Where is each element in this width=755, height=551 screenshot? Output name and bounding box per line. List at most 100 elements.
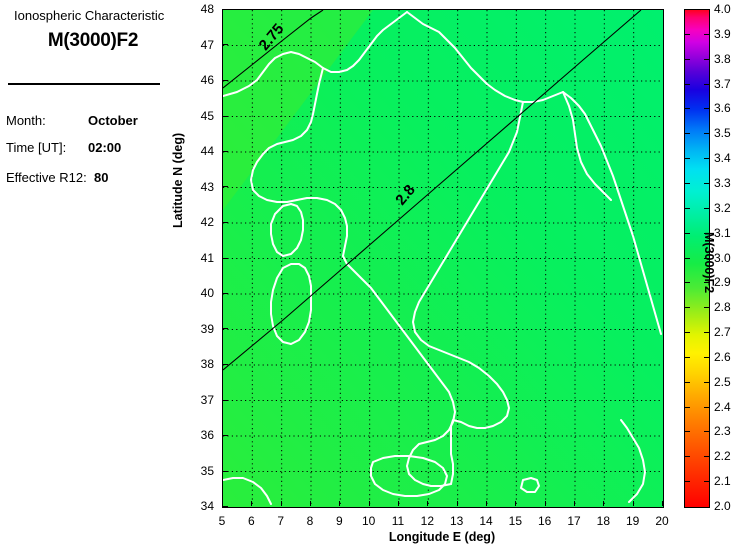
x-tick-label: 9 (335, 514, 343, 528)
colorbar-tick-mark (704, 84, 709, 85)
y-tick-mark (223, 435, 228, 436)
colorbar-tick-mark (704, 357, 709, 358)
colorbar-tick-label: 2.2 (714, 449, 731, 464)
colorbar-tick-label: 3.4 (714, 151, 731, 166)
y-tick-label: 34 (200, 499, 214, 513)
colorbar-tick-label: 3.7 (714, 76, 731, 91)
y-tick-label: 35 (200, 463, 214, 478)
y-tick-mark (223, 506, 228, 507)
x-tick-mark (251, 501, 252, 506)
y-tick-mark (223, 151, 228, 152)
x-tick-label: 6 (247, 514, 255, 528)
colorbar-tick-label: 3.5 (714, 126, 731, 141)
colorbar-tick-mark (685, 481, 690, 482)
y-tick-label: 38 (200, 357, 214, 371)
colorbar-tick-mark (685, 34, 690, 35)
colorbar-tick-label: 2.8 (714, 300, 731, 315)
y-tick-mark (223, 364, 228, 365)
colorbar-tick-mark (704, 59, 709, 60)
y-tick-mark (223, 186, 228, 187)
colorbar-tick-mark (685, 357, 690, 358)
colorbar-tick-mark (704, 407, 709, 408)
y-tick-label: 45 (200, 108, 214, 123)
colorbar-tick-mark (704, 258, 709, 259)
colorbar-tick-mark (685, 431, 690, 432)
panel-divider (8, 83, 160, 85)
x-tick-mark (486, 501, 487, 506)
x-tick-mark (633, 501, 634, 506)
contour-lines (223, 10, 642, 371)
colorbar-tick-label: 2.5 (714, 374, 731, 389)
colorbar-tick-mark (685, 158, 690, 159)
y-tick-label: 43 (200, 179, 214, 194)
colorbar-tick-mark (704, 208, 709, 209)
x-tick-mark (310, 501, 311, 506)
panel-subtitle: Ionospheric Characteristic (14, 8, 165, 23)
colorbar-tick-mark (685, 282, 690, 283)
y-tick-label: 37 (200, 392, 214, 407)
coastline-layer (223, 11, 662, 505)
colorbar-tick-mark (685, 456, 690, 457)
colorbar-tick-mark (704, 282, 709, 283)
colorbar-tick-mark (685, 59, 690, 60)
map-plot-area: 2.75 2.8 (222, 9, 664, 508)
colorbar-tick-mark (704, 456, 709, 457)
x-tick-mark (339, 501, 340, 506)
x-tick-label: 10 (361, 514, 376, 528)
colorbar-tick-mark (685, 208, 690, 209)
colorbar-tick-mark (704, 307, 709, 308)
colorbar-tick-mark (704, 133, 709, 134)
x-tick-mark (457, 501, 458, 506)
x-axis-label: Longitude E (deg) (388, 530, 496, 544)
y-tick-mark (223, 116, 228, 117)
colorbar-tick-mark (704, 382, 709, 383)
x-tick-label: 8 (306, 514, 314, 528)
colorbar-tick-label: 2.1 (714, 474, 731, 489)
x-tick-label: 15 (508, 514, 522, 528)
colorbar-tick-mark (685, 108, 690, 109)
contour-2-8 (223, 10, 642, 371)
x-tick-label: 19 (625, 514, 640, 528)
x-tick-label: 13 (449, 514, 464, 528)
x-tick-mark (398, 501, 399, 506)
colorbar-tick-label: 2.6 (714, 349, 731, 364)
y-tick-label: 48 (200, 2, 214, 16)
colorbar-tick-label: 3.1 (714, 225, 731, 240)
colorbar-tick-mark (685, 233, 690, 234)
x-tick-mark (545, 501, 546, 506)
colorbar-tick-label: 2.0 (714, 499, 731, 513)
colorbar-tick-mark (685, 183, 690, 184)
y-tick-label: 40 (200, 286, 214, 300)
colorbar-tick-mark (704, 108, 709, 109)
x-tick-label: 7 (277, 514, 284, 528)
colorbar-tick-mark (685, 332, 690, 333)
x-tick-label: 20 (655, 514, 669, 528)
x-tick-label: 14 (479, 514, 493, 528)
colorbar-tick-label: 3.9 (714, 26, 731, 41)
x-tick-mark (369, 501, 370, 506)
colorbar-tick-mark (704, 183, 709, 184)
contour-2-75 (223, 10, 324, 89)
x-tick-label: 17 (567, 514, 581, 528)
y-tick-label: 42 (200, 215, 214, 229)
x-tick-label: 16 (537, 514, 552, 528)
y-axis-label: Latitude N (deg) (171, 132, 185, 228)
x-tick-mark (515, 501, 516, 506)
meta-row-time: Time [UT]: 02:00 (6, 140, 121, 156)
y-tick-mark (223, 80, 228, 81)
y-tick-mark (223, 222, 228, 223)
x-tick-mark (281, 501, 282, 506)
colorbar-tick-mark (704, 34, 709, 35)
meta-label-month: Month: (6, 113, 46, 128)
colorbar-tick-mark (704, 481, 709, 482)
x-tick-label: 11 (391, 514, 405, 528)
y-tick-mark (223, 400, 228, 401)
colorbar-tick-mark (685, 84, 690, 85)
colorbar-tick-mark (704, 431, 709, 432)
colorbar-tick-label: 2.3 (714, 424, 731, 439)
colorbar-tick-label: 3.3 (714, 175, 731, 190)
meta-value-month: October (88, 113, 138, 128)
y-tick-label: 39 (200, 321, 214, 336)
info-panel: Ionospheric Characteristic M(3000)F2 Mon… (0, 0, 200, 551)
y-tick-label: 36 (200, 428, 214, 442)
